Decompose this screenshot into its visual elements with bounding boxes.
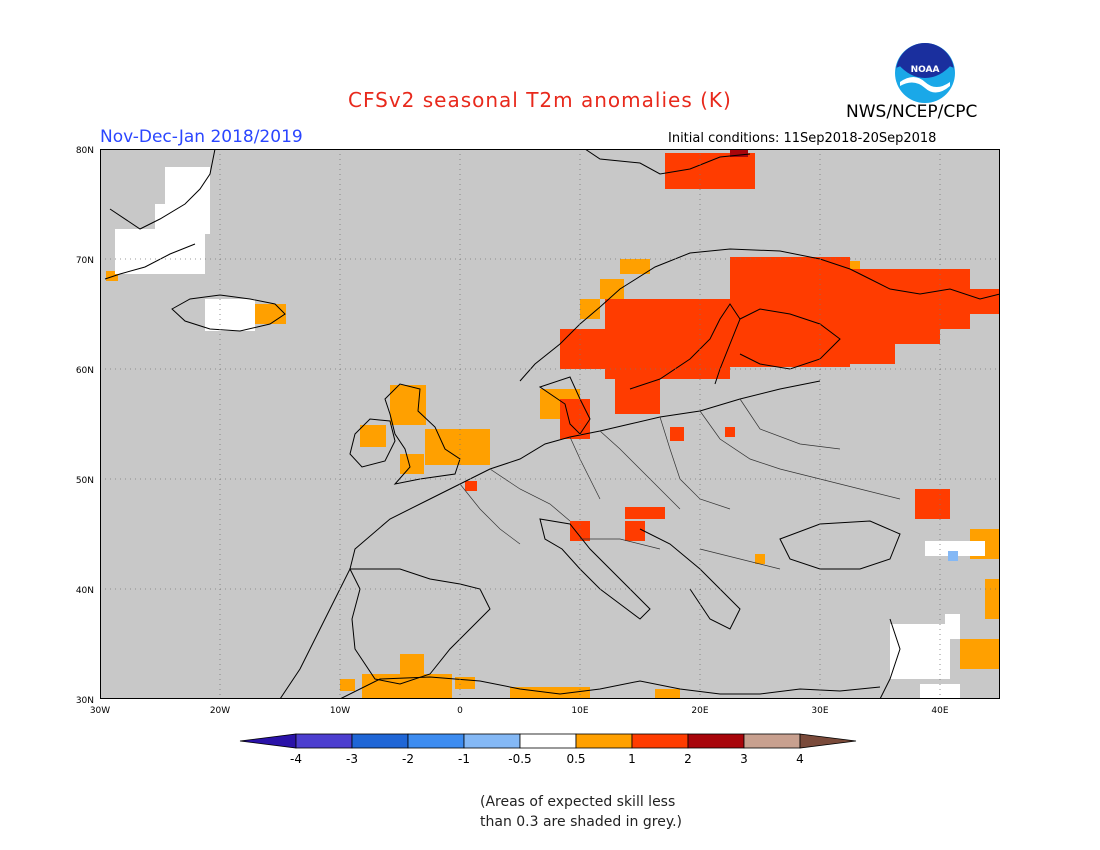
skill-note-line2: than 0.3 are shaded in grey.) (480, 814, 683, 830)
lon-label-10e: 10E (571, 706, 588, 716)
anomaly-shading-orange (106, 259, 1000, 699)
anomaly-shading-white (115, 167, 985, 699)
initial-conditions-label: Initial conditions: 11Sep2018-20Sep2018 (668, 131, 937, 146)
anomaly-shading-darkred (730, 149, 748, 157)
legend-box (407, 733, 465, 749)
legend-tick-label: 0.5 (566, 752, 585, 766)
lon-label-10w: 10W (330, 706, 350, 716)
legend-tick-label: 3 (740, 752, 748, 766)
lat-label-60n: 60N (76, 366, 94, 376)
legend-box (519, 733, 577, 749)
legend-box (743, 733, 801, 749)
legend-box (687, 733, 745, 749)
lat-label-40n: 40N (76, 586, 94, 596)
logo-text: NOAA (911, 65, 940, 75)
graticule (100, 149, 1000, 699)
legend-tick-label: 2 (684, 752, 692, 766)
lat-label-30n: 30N (76, 696, 94, 706)
lon-label-0: 0 (457, 706, 463, 716)
legend-tick-label: -1 (458, 752, 470, 766)
lon-label-30e: 30E (811, 706, 828, 716)
legend-box (351, 733, 409, 749)
map-background (100, 149, 1000, 699)
legend-box (463, 733, 521, 749)
map-title: CFSv2 seasonal T2m anomalies (K) (348, 88, 732, 112)
legend-arrow-right (799, 733, 857, 749)
legend-box (575, 733, 633, 749)
noaa-logo: NOAA (895, 43, 955, 103)
legend-box (631, 733, 689, 749)
legend-tick-label: 4 (796, 752, 804, 766)
country-borders (459, 398, 901, 570)
lat-label-70n: 70N (76, 256, 94, 266)
lon-label-40e: 40E (931, 706, 948, 716)
anomaly-shading-lightblue (948, 551, 958, 561)
color-legend: -4 -3 -2 -1 -0.5 0.5 1 2 3 4 (239, 733, 857, 766)
anomaly-map (100, 149, 1000, 699)
anomaly-shading-red (465, 153, 1000, 541)
legend-tick-label: -2 (402, 752, 414, 766)
skill-note: (Areas of expected skill less than 0.3 a… (480, 792, 682, 832)
legend-tick-label: -3 (346, 752, 358, 766)
lat-label-50n: 50N (76, 476, 94, 486)
legend-tick-label: 1 (628, 752, 636, 766)
lon-label-20w: 20W (210, 706, 230, 716)
organization-label: NWS/NCEP/CPC (846, 102, 978, 122)
skill-note-line1: (Areas of expected skill less (480, 794, 676, 810)
legend-arrow-left (239, 733, 297, 749)
legend-tick-label: -4 (290, 752, 302, 766)
period-label: Nov-Dec-Jan 2018/2019 (100, 127, 303, 147)
axis-labels: 80N 70N 60N 50N 40N 30N 30W 20W 10W 0 10… (76, 146, 949, 716)
legend-tick-label: -0.5 (508, 752, 531, 766)
lon-label-20e: 20E (691, 706, 708, 716)
lat-label-80n: 80N (76, 146, 94, 156)
legend-box (295, 733, 353, 749)
lon-label-30w: 30W (90, 706, 110, 716)
